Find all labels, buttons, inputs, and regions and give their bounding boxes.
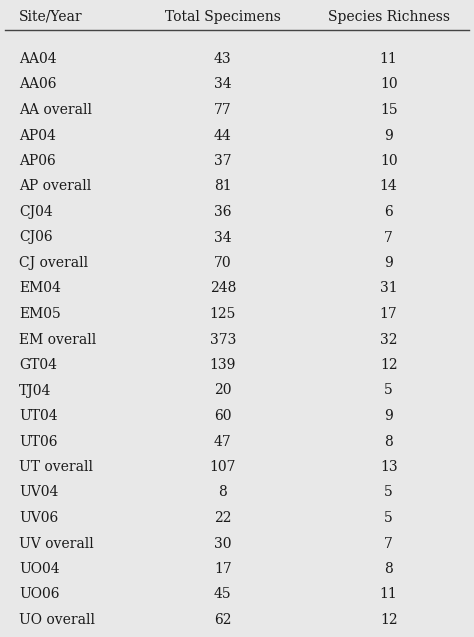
- Text: 31: 31: [380, 282, 398, 296]
- Text: 14: 14: [380, 180, 398, 194]
- Text: UO06: UO06: [19, 587, 59, 601]
- Text: 77: 77: [214, 103, 232, 117]
- Text: 17: 17: [214, 562, 232, 576]
- Text: 12: 12: [380, 358, 398, 372]
- Text: UT overall: UT overall: [19, 460, 93, 474]
- Text: 5: 5: [384, 383, 393, 397]
- Text: UV overall: UV overall: [19, 536, 94, 550]
- Text: 15: 15: [380, 103, 398, 117]
- Text: 34: 34: [214, 231, 232, 245]
- Text: 60: 60: [214, 409, 231, 423]
- Text: EM overall: EM overall: [19, 333, 96, 347]
- Text: 8: 8: [384, 434, 393, 448]
- Text: 47: 47: [214, 434, 232, 448]
- Text: 139: 139: [210, 358, 236, 372]
- Text: CJ overall: CJ overall: [19, 256, 88, 270]
- Text: 45: 45: [214, 587, 232, 601]
- Text: 37: 37: [214, 154, 232, 168]
- Text: 8: 8: [384, 562, 393, 576]
- Text: 62: 62: [214, 613, 231, 627]
- Text: AA06: AA06: [19, 78, 56, 92]
- Text: AP overall: AP overall: [19, 180, 91, 194]
- Text: UT06: UT06: [19, 434, 57, 448]
- Text: 22: 22: [214, 511, 231, 525]
- Text: 5: 5: [384, 511, 393, 525]
- Text: 373: 373: [210, 333, 236, 347]
- Text: 20: 20: [214, 383, 231, 397]
- Text: 36: 36: [214, 205, 231, 219]
- Text: 70: 70: [214, 256, 232, 270]
- Text: 44: 44: [214, 129, 232, 143]
- Text: CJ04: CJ04: [19, 205, 53, 219]
- Text: AA04: AA04: [19, 52, 56, 66]
- Text: EM04: EM04: [19, 282, 61, 296]
- Text: 17: 17: [380, 307, 398, 321]
- Text: GT04: GT04: [19, 358, 57, 372]
- Text: UV06: UV06: [19, 511, 58, 525]
- Text: 11: 11: [380, 587, 398, 601]
- Text: 5: 5: [384, 485, 393, 499]
- Text: 6: 6: [384, 205, 393, 219]
- Text: 9: 9: [384, 409, 393, 423]
- Text: 248: 248: [210, 282, 236, 296]
- Text: EM05: EM05: [19, 307, 61, 321]
- Text: 125: 125: [210, 307, 236, 321]
- Text: 9: 9: [384, 256, 393, 270]
- Text: 30: 30: [214, 536, 231, 550]
- Text: UO overall: UO overall: [19, 613, 95, 627]
- Text: 8: 8: [219, 485, 227, 499]
- Text: 12: 12: [380, 613, 398, 627]
- Text: 32: 32: [380, 333, 397, 347]
- Text: 10: 10: [380, 154, 398, 168]
- Text: UT04: UT04: [19, 409, 57, 423]
- Text: 10: 10: [380, 78, 398, 92]
- Text: 34: 34: [214, 78, 232, 92]
- Text: 107: 107: [210, 460, 236, 474]
- Text: 11: 11: [380, 52, 398, 66]
- Text: 81: 81: [214, 180, 232, 194]
- Text: UV04: UV04: [19, 485, 58, 499]
- Text: 13: 13: [380, 460, 398, 474]
- Text: AP04: AP04: [19, 129, 56, 143]
- Text: 9: 9: [384, 129, 393, 143]
- Text: TJ04: TJ04: [19, 383, 51, 397]
- Text: AP06: AP06: [19, 154, 56, 168]
- Text: Total Specimens: Total Specimens: [165, 10, 281, 24]
- Text: 7: 7: [384, 231, 393, 245]
- Text: 7: 7: [384, 536, 393, 550]
- Text: Site/Year: Site/Year: [19, 10, 82, 24]
- Text: CJ06: CJ06: [19, 231, 53, 245]
- Text: Species Richness: Species Richness: [328, 10, 450, 24]
- Text: AA overall: AA overall: [19, 103, 92, 117]
- Text: 43: 43: [214, 52, 232, 66]
- Text: UO04: UO04: [19, 562, 60, 576]
